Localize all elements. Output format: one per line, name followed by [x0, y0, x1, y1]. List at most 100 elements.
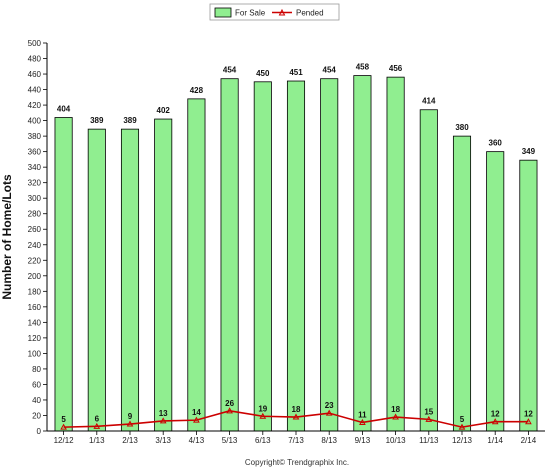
legend-label-for-sale: For Sale	[235, 9, 266, 18]
line-point	[93, 422, 101, 429]
bar-value-label: 450	[256, 69, 270, 78]
x-tick-label: 5/13	[222, 436, 238, 445]
line-point	[226, 407, 233, 414]
bar-value-label: 389	[90, 116, 104, 125]
line-point	[392, 413, 399, 420]
y-tick-label: 220	[28, 256, 42, 265]
bar-value-label: 454	[223, 66, 237, 75]
bar-value-label: 414	[422, 97, 436, 106]
line-point	[126, 420, 134, 427]
y-tick-label: 420	[28, 101, 42, 110]
bar	[452, 135, 472, 432]
bar-value-label: 389	[123, 116, 137, 125]
line-point	[359, 418, 366, 425]
bar-value-label: 404	[57, 104, 71, 113]
line-point	[193, 416, 200, 423]
x-tick-label: 6/13	[255, 436, 271, 445]
bar	[187, 98, 206, 432]
line-value-label: 12	[524, 410, 533, 419]
bar-value-label: 402	[157, 106, 171, 115]
y-tick-label: 140	[28, 318, 42, 327]
y-tick-label: 480	[28, 55, 42, 64]
bar	[386, 76, 405, 432]
line-value-label: 18	[391, 405, 400, 414]
x-tick-label: 3/13	[155, 436, 171, 445]
y-tick-label: 240	[28, 241, 42, 250]
y-tick-label: 280	[28, 210, 42, 219]
bar-value-label: 349	[522, 147, 536, 156]
y-tick-label: 60	[32, 380, 41, 389]
x-tick-label: 4/13	[189, 436, 205, 445]
y-tick-label: 260	[28, 225, 42, 234]
line-point	[491, 418, 499, 425]
bar	[54, 117, 73, 432]
line-point	[458, 423, 466, 430]
y-tick-label: 320	[28, 179, 42, 188]
y-tick-label: 460	[28, 70, 42, 79]
x-tick-label: 12/13	[452, 436, 473, 445]
legend-label-pended: Pended	[296, 9, 324, 18]
bar	[353, 75, 372, 432]
line-value-label: 5	[460, 415, 465, 424]
y-tick-label: 180	[28, 287, 42, 296]
line-value-label: 12	[491, 410, 500, 419]
bar	[519, 159, 538, 432]
bar	[320, 78, 339, 432]
bar-value-label: 451	[289, 68, 303, 77]
bar	[120, 128, 140, 432]
x-tick-label: 8/13	[321, 436, 337, 445]
line-value-label: 6	[95, 414, 100, 423]
line-point	[325, 409, 333, 416]
line-value-label: 14	[192, 408, 201, 417]
line-value-label: 15	[424, 407, 433, 416]
line-value-label: 5	[61, 415, 66, 424]
bar-value-label: 428	[190, 86, 204, 95]
bar	[419, 109, 438, 432]
line-point	[259, 412, 267, 419]
bar-value-label: 360	[489, 139, 503, 148]
bar-value-label: 456	[389, 64, 403, 73]
x-tick-label: 12/12	[54, 436, 75, 445]
legend-marker-pended	[278, 8, 286, 16]
line-value-label: 23	[325, 401, 334, 410]
line-value-label: 11	[358, 410, 367, 419]
x-tick-label: 2/14	[521, 436, 537, 445]
x-tick-label: 2/13	[122, 436, 138, 445]
x-tick-label: 1/14	[487, 436, 503, 445]
y-tick-label: 360	[28, 148, 42, 157]
bar-series-for-sale: 404 389 389 402 428 454 450 451 454 458 456 414 380 3…	[54, 63, 538, 432]
line-value-label: 9	[128, 412, 133, 421]
line-point	[425, 415, 433, 422]
y-tick-label: 20	[32, 411, 41, 420]
bar	[220, 78, 239, 432]
line-point	[525, 418, 532, 425]
bar	[286, 80, 306, 432]
legend-swatch-for-sale	[214, 7, 232, 18]
y-tick-label: 400	[28, 117, 42, 126]
y-tick-label: 440	[28, 86, 42, 95]
line-path	[63, 410, 529, 428]
y-tick-label: 160	[28, 303, 42, 312]
y-tick-label: 300	[28, 194, 42, 203]
x-axis: 12/12 1/13 2/13 3/13 4/13 5/13 6/13 7/13 8/13 9/1…	[54, 431, 537, 445]
y-tick-label: 380	[28, 132, 42, 141]
copyright-credit: Copyright© Trendgraphix Inc.	[245, 458, 349, 467]
x-tick-label: 7/13	[288, 436, 304, 445]
bar	[154, 118, 173, 432]
line-series-pended: 5 6 9 13 14 26 19 18 23 11 18 15 5 12 12	[60, 399, 533, 430]
bar	[486, 151, 505, 432]
bar-value-label: 458	[356, 63, 370, 72]
y-axis-title: Number of Home/Lots	[0, 174, 14, 300]
y-tick-label: 500	[28, 39, 42, 48]
bar	[253, 81, 272, 432]
x-tick-label: 11/13	[419, 436, 439, 445]
y-tick-label: 340	[28, 163, 42, 172]
y-tick-label: 120	[28, 334, 42, 343]
y-tick-label: 80	[32, 365, 41, 374]
line-point	[60, 423, 67, 430]
y-tick-label: 0	[37, 427, 42, 436]
y-axis: 0 20 40 60 80 100 120 140 160 180 200 220 240 260 280 3…	[28, 39, 47, 436]
line-point	[292, 413, 300, 420]
